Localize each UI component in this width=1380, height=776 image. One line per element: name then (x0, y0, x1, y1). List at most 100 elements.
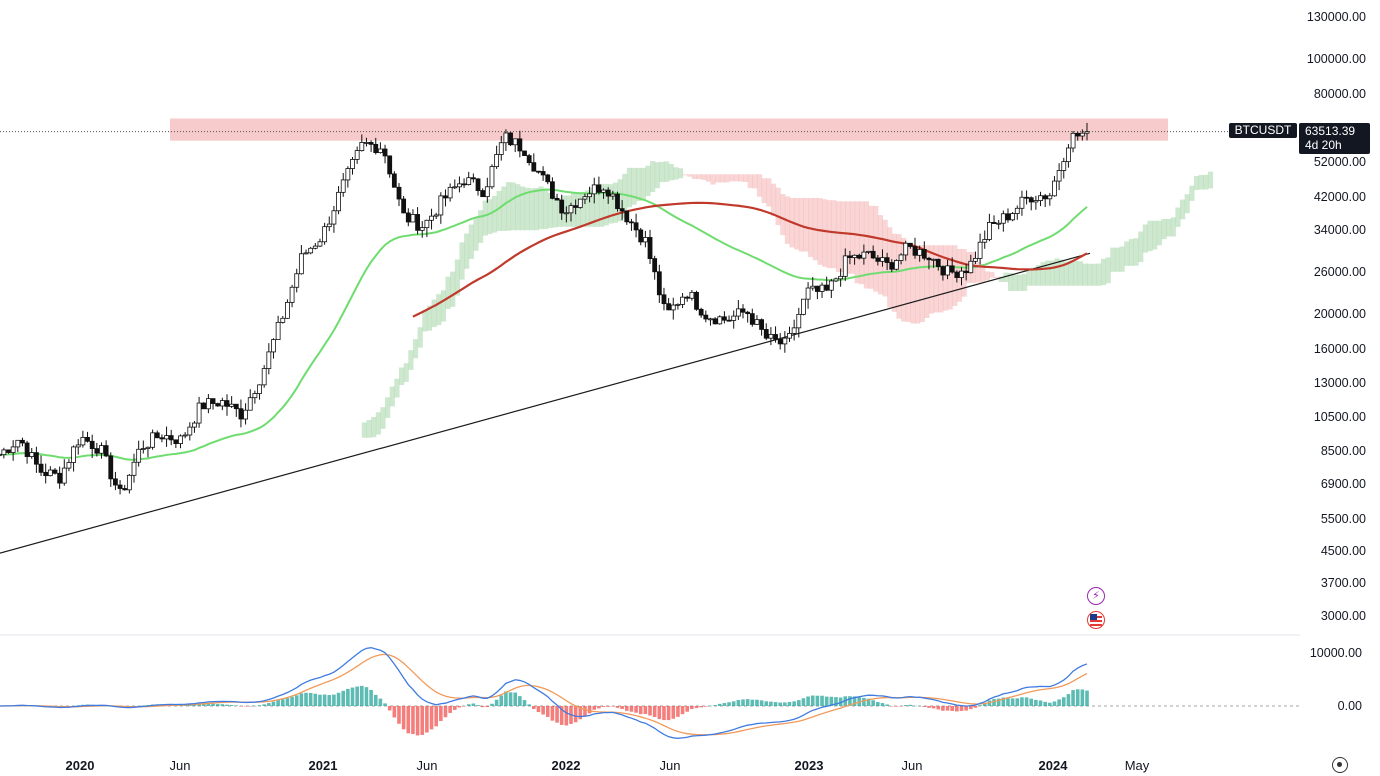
macd-histogram-bar (350, 687, 355, 706)
candle-body (963, 270, 969, 274)
cloud-segment (1203, 174, 1209, 190)
cloud-segment (849, 201, 856, 274)
macd-histogram-bar (304, 692, 308, 706)
macd-histogram-bar (862, 697, 866, 706)
macd-histogram-bar (922, 706, 927, 707)
candle-body (108, 455, 114, 480)
macd-histogram-bar (968, 706, 973, 710)
cloud-segment (454, 259, 460, 296)
macd-histogram-bar (662, 706, 666, 721)
candle-body (145, 446, 151, 449)
macd-histogram-bar (959, 706, 964, 711)
lightning-icon[interactable]: ⚡ (1087, 587, 1105, 605)
y-tick-label: 3700.00 (1321, 576, 1366, 590)
macd-histogram-bar (192, 704, 197, 706)
candle-body (619, 208, 625, 212)
candle-body (494, 154, 500, 168)
candle-body (717, 316, 723, 325)
macd-histogram-bar (234, 705, 239, 707)
macd-histogram-bar (592, 706, 597, 710)
macd-histogram-bar (676, 706, 680, 717)
cloud-segment (1035, 265, 1042, 286)
candle-body (522, 150, 527, 157)
candle-body (1024, 196, 1029, 199)
macd-histogram-bar (439, 706, 443, 721)
cloud-segment (775, 187, 781, 226)
cloud-segment (724, 174, 730, 183)
candle-body (312, 245, 318, 249)
candle-body (164, 435, 169, 440)
cloud-segment (933, 245, 939, 313)
macd-histogram-bar (820, 695, 824, 706)
candle-body (875, 257, 881, 262)
candle-body (457, 183, 462, 188)
macd-histogram-bar (559, 706, 564, 725)
macd-histogram-bar (462, 706, 466, 707)
candle-body (647, 237, 653, 259)
cloud-segment (1110, 247, 1116, 272)
cloud-segment (1096, 263, 1102, 286)
cloud-segment (687, 174, 693, 177)
macd-histogram-bar (601, 706, 606, 707)
macd-histogram-bar (1071, 690, 1075, 706)
cloud-segment (431, 299, 437, 327)
macd-histogram-bar (648, 706, 652, 716)
candle-body (605, 189, 611, 197)
candle-body (308, 247, 314, 254)
cloud-segment (529, 188, 535, 231)
macd-histogram-bar (699, 706, 703, 708)
candle-body (61, 467, 67, 484)
candle-body (782, 337, 788, 345)
candle-body (814, 285, 820, 292)
macd-histogram-bar (271, 701, 276, 706)
candle-body (1047, 195, 1053, 200)
candle-body (1033, 200, 1039, 203)
us-flag-icon[interactable] (1087, 611, 1105, 629)
candle-body (512, 138, 518, 146)
candle-body (754, 319, 760, 325)
macd-histogram-bar (597, 706, 601, 709)
candle-body (382, 148, 388, 157)
macd-histogram-bar (545, 706, 550, 717)
macd-histogram-bar (313, 693, 318, 706)
cloud-segment (575, 193, 581, 227)
macd-histogram-bar (452, 706, 457, 710)
x-tick-label: 2021 (309, 758, 338, 773)
candle-body (828, 280, 834, 291)
settings-icon[interactable] (1332, 757, 1348, 773)
macd-histogram-bar (750, 699, 755, 706)
cloud-segment (1189, 185, 1195, 201)
candle-body (131, 461, 137, 476)
candle-body (71, 446, 76, 463)
macd-histogram-bar (680, 706, 685, 715)
macd-histogram-bar (866, 698, 871, 706)
macd-histogram-bar (420, 706, 425, 735)
candle-body (498, 142, 504, 155)
y-tick-label: 52000.00 (1314, 155, 1366, 169)
candle-body (624, 210, 630, 223)
cloud-segment (752, 174, 758, 189)
candle-body (949, 265, 955, 273)
cloud-segment (1133, 238, 1139, 266)
candle-body (1066, 147, 1071, 163)
y-tick-label: 13000.00 (1314, 376, 1366, 390)
candles[interactable] (0, 122, 1090, 495)
cloud-segment (859, 201, 865, 285)
cloud-segment (1021, 273, 1028, 291)
candle-body (921, 249, 927, 259)
macd-histogram-bar (694, 706, 699, 709)
macd-histogram-bar (783, 702, 787, 706)
candle-body (401, 198, 407, 214)
candle-body (656, 271, 662, 296)
candle-body (959, 270, 964, 278)
cloud-segment (663, 161, 670, 182)
macd-histogram-bar (201, 703, 206, 706)
macd-histogram-bar (829, 696, 834, 706)
macd-histogram-bar (587, 706, 592, 714)
macd-histogram-bar (364, 687, 369, 706)
cloud-segment (668, 163, 674, 181)
cloud-segment (770, 183, 777, 216)
candle-body (80, 436, 86, 446)
cloud-segment (1077, 261, 1083, 286)
